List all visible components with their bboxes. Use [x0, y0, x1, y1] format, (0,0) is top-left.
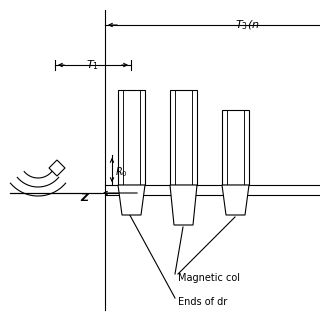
Text: Z: Z	[80, 193, 88, 203]
Text: $T_3$(n-: $T_3$(n-	[235, 19, 264, 32]
Polygon shape	[222, 185, 249, 215]
Text: $T_1$: $T_1$	[86, 58, 100, 72]
Text: $R_0$: $R_0$	[115, 165, 128, 179]
Polygon shape	[118, 185, 145, 215]
Text: Ends of dr: Ends of dr	[178, 297, 227, 307]
Text: Magnetic col: Magnetic col	[178, 273, 240, 283]
Polygon shape	[170, 185, 197, 225]
